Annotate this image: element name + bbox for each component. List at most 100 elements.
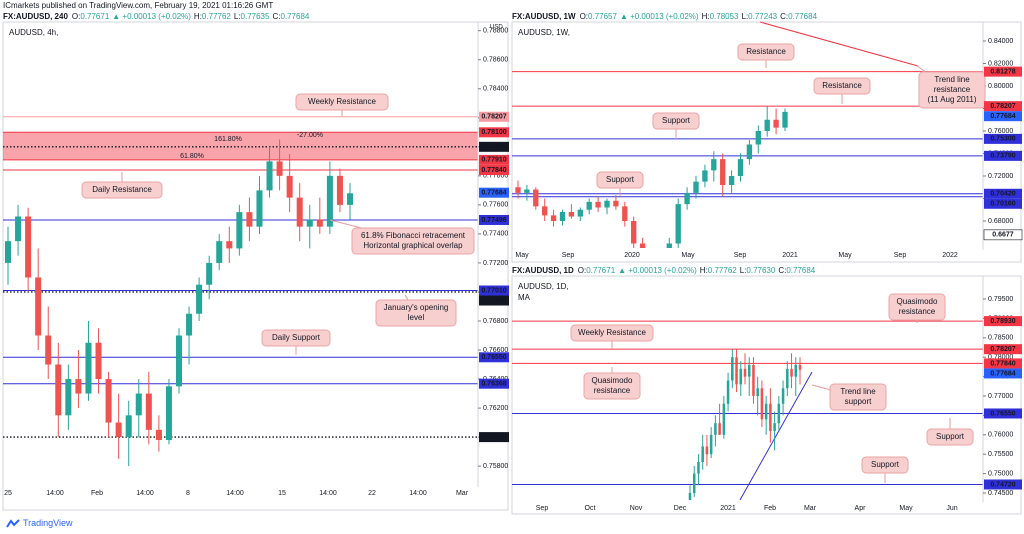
price-label — [479, 127, 509, 138]
callout-text: Trend line — [840, 387, 876, 396]
callout-text: Daily Support — [272, 333, 321, 342]
candle-body — [692, 473, 696, 494]
quote-key: C: — [780, 12, 789, 21]
price-label-text: 0.77840 — [990, 360, 1015, 367]
candle-body — [226, 241, 233, 249]
quote-key: C: — [272, 12, 281, 21]
candle-body — [769, 403, 772, 431]
callout-text: Horizontal graphical overlap — [363, 241, 463, 250]
price-label-text: 0.77684 — [990, 113, 1015, 120]
candle-body — [688, 493, 692, 500]
callout-text: level — [408, 313, 425, 322]
candle-body — [684, 192, 690, 205]
symbol-header: FX:AUDUSD, 1D O:0.77671 ▲ +0.00013 (+0.02%… — [512, 266, 818, 275]
quote-value: 0.77635 — [240, 12, 270, 21]
y-tick-label: 0.78800 — [483, 28, 508, 35]
x-tick-label: May — [838, 252, 852, 259]
y-tick-label: 0.84000 — [988, 38, 1013, 45]
quote-value: 0.77630 — [746, 266, 776, 275]
price-label — [984, 188, 1022, 199]
y-tick-label: 0.78600 — [483, 57, 508, 64]
x-tick-label: Apr — [855, 505, 867, 512]
price-label — [984, 316, 1022, 327]
candle-body — [746, 144, 753, 160]
candle-body — [697, 461, 700, 474]
x-tick-label: Sep — [536, 505, 549, 512]
candle-body — [790, 368, 793, 377]
price-label-text: 0.77684 — [481, 190, 506, 197]
y-tick-label: 0.75500 — [988, 451, 1013, 458]
candle-body — [306, 219, 313, 227]
quote-key: H: — [699, 266, 708, 275]
x-tick-label: May — [515, 252, 529, 259]
price-label — [479, 295, 509, 306]
candle-body — [186, 313, 193, 336]
x-tick-label: Nov — [630, 505, 643, 512]
candle-body — [773, 423, 776, 431]
candle-body — [613, 200, 619, 207]
panel-legend: AUDUSD, 1D, — [518, 282, 569, 291]
y-tick-label: 0.76600 — [483, 347, 508, 354]
price-label — [479, 432, 509, 443]
fib-label: 61.80% — [180, 153, 204, 160]
candle-body — [604, 200, 610, 208]
x-tick-label: 15 — [278, 490, 286, 497]
quote-key: L: — [233, 12, 241, 21]
quote-value: 0.78053 — [709, 12, 739, 21]
candle-body — [794, 364, 798, 377]
callout-text: Support — [662, 116, 691, 125]
callout-text: Resistance — [822, 81, 862, 90]
candle-body — [705, 446, 709, 455]
callout-text: Support — [936, 432, 965, 441]
price-label-text: 0.77010 — [481, 287, 506, 294]
callout — [918, 71, 986, 109]
candle-body — [524, 189, 530, 193]
x-tick-label: 8 — [186, 490, 190, 497]
candle-body — [752, 364, 755, 397]
candle-body — [764, 403, 768, 420]
price-label — [479, 154, 509, 165]
x-tick-label: Sep — [734, 252, 747, 259]
callout — [261, 329, 331, 347]
price-label-text: 0.77496 — [481, 217, 506, 224]
quote-key: O: — [579, 12, 589, 21]
candle-body — [728, 176, 735, 186]
y-tick-label: 0.74500 — [988, 490, 1013, 497]
price-label — [479, 141, 509, 152]
y-tick-label: 0.79500 — [988, 296, 1013, 303]
panel-legend: AUDUSD, 4h, — [9, 28, 58, 37]
price-label-text: 0.77684 — [990, 370, 1015, 377]
x-tick-label: Sep — [894, 252, 907, 259]
candle-body — [542, 206, 548, 216]
candle-body — [246, 212, 253, 227]
callout — [926, 428, 974, 446]
quote-key: O: — [71, 12, 81, 21]
callout — [737, 43, 795, 61]
callout-text: Resistance — [746, 47, 786, 56]
y-tick-label: 0.77400 — [483, 231, 508, 238]
quote-value: 0.77762 — [707, 266, 737, 275]
price-label-text: 0.70420 — [990, 191, 1015, 198]
y-tick-label: 0.77000 — [988, 393, 1013, 400]
candle-body — [276, 161, 283, 176]
price-label-text: 0.73790 — [990, 153, 1015, 160]
fib-label: 161.80% — [214, 136, 242, 143]
price-label-text: 0.77000 — [481, 297, 506, 304]
candle-body — [115, 422, 122, 438]
x-tick-label: 14:00 — [226, 490, 244, 497]
y-tick-label: 0.78400 — [483, 86, 508, 93]
quote-value: 0.77671 — [80, 12, 110, 21]
y-tick-label: 0.78500 — [988, 335, 1013, 342]
price-label-text: 0.75300 — [990, 136, 1015, 143]
candle-body — [714, 423, 717, 435]
callout — [861, 456, 909, 474]
price-label — [984, 66, 1022, 77]
x-tick-label: 2022 — [942, 252, 958, 259]
price-label — [983, 229, 1023, 241]
callout-text: 61.8% Fibonacci retracement — [361, 231, 466, 240]
y-tick-label: 0.68000 — [988, 218, 1013, 225]
callout-text: (11 Aug 2011) — [927, 95, 976, 104]
candle-body — [135, 393, 142, 416]
